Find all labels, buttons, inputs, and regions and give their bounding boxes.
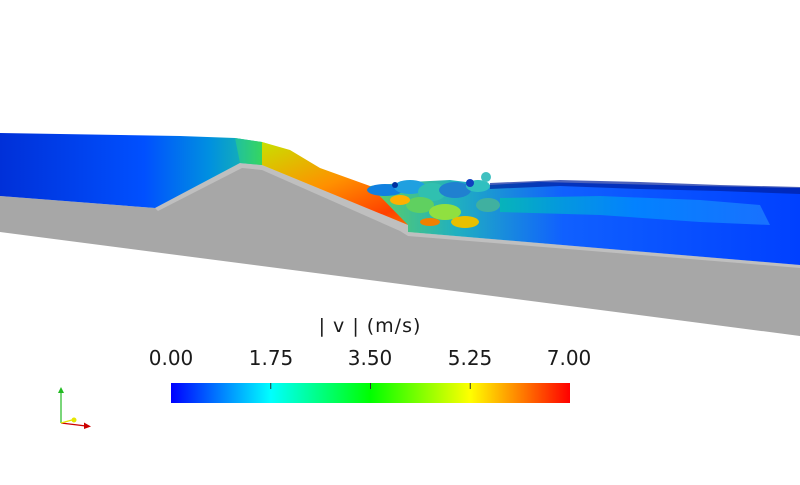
channel-bed-top-face bbox=[155, 163, 800, 268]
z-axis-arrow bbox=[60, 419, 73, 424]
x-axis-arrowhead bbox=[84, 422, 91, 429]
colorbar-tick-label: 1.75 bbox=[248, 346, 294, 370]
upstream-water bbox=[0, 133, 262, 208]
z-axis-arrowhead bbox=[71, 417, 77, 423]
x-axis-arrow bbox=[60, 422, 87, 427]
downstream-surface-dark bbox=[490, 180, 800, 194]
hydraulic-jump-turbulence bbox=[367, 172, 500, 228]
orientation-axes-triad[interactable] bbox=[50, 385, 100, 435]
colorbar bbox=[171, 383, 570, 403]
y-axis-arrowhead bbox=[58, 387, 64, 393]
colorbar-tick-label: 0.00 bbox=[148, 346, 194, 370]
channel-bed bbox=[0, 163, 800, 336]
colorbar-tick-label: 7.00 bbox=[546, 346, 592, 370]
colorbar-tick-label: 5.25 bbox=[447, 346, 493, 370]
downstream-velocity-band bbox=[500, 196, 770, 225]
colorbar-title: | v | (m/s) bbox=[318, 315, 422, 337]
colorbar-tick-label: 3.50 bbox=[347, 346, 393, 370]
